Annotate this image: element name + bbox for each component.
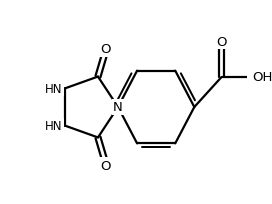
Text: O: O: [101, 159, 111, 172]
Text: O: O: [216, 35, 227, 48]
Text: OH: OH: [252, 71, 272, 84]
Text: HN: HN: [45, 120, 63, 133]
Text: HN: HN: [45, 82, 63, 95]
Text: O: O: [101, 43, 111, 56]
Text: N: N: [113, 101, 123, 114]
